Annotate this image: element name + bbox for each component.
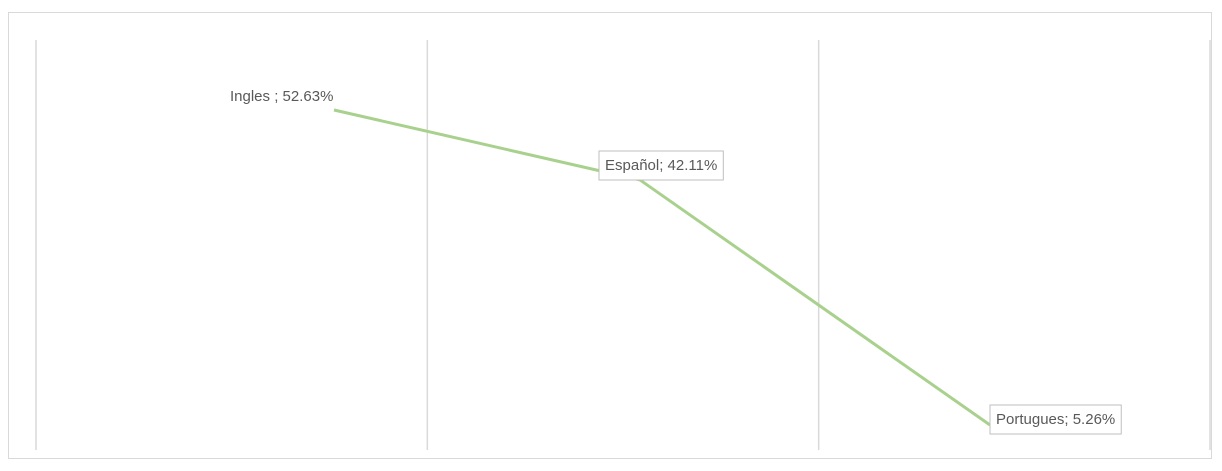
data-label-text: Español; 42.11% [605,157,717,174]
data-label-box [989,404,1122,435]
chart-area [8,12,1212,459]
data-label-box [598,150,724,181]
gridlines [35,40,1211,450]
data-label-ingles: Ingles ; 52.63% [230,88,333,105]
data-label-portugues: Portugues; 5.26% [989,404,1122,435]
data-label-text: Ingles ; 52.63% [230,88,333,105]
data-label-text: Portugues; 5.26% [996,411,1115,428]
data-label-español: Español; 42.11% [598,150,724,181]
data-labels: Ingles ; 52.63% Español; 42.11% Portugues;… [230,88,1122,435]
